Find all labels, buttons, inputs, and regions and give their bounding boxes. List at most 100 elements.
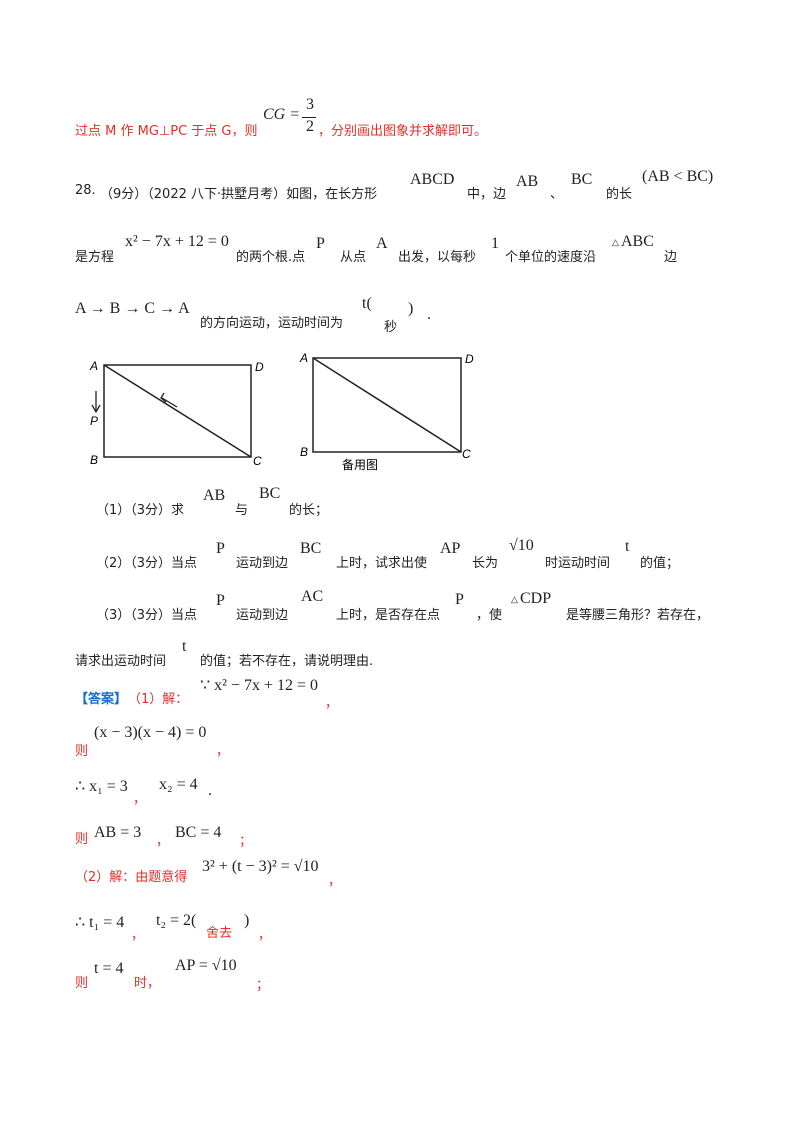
answer-semi7: ； (256, 978, 270, 993)
q2-t: t (625, 538, 630, 555)
answer-s1: （1）解： (128, 692, 189, 707)
q1-prefix: （1）（3分）求 (96, 503, 185, 518)
q1-suffix: 的长； (289, 503, 329, 518)
fig1-label-p: P (90, 414, 98, 428)
triangle-abc: ABC (621, 233, 654, 250)
answer-s2: （2）解：由题意得 (75, 870, 188, 885)
answer-comma2: ， (216, 744, 230, 759)
arrow-left-up-icon (161, 397, 178, 408)
q3-suffix: 是等腰三角形？若存在， (566, 608, 710, 623)
fig2-label-b: B (300, 445, 308, 459)
q2-mid3: 长为 (472, 556, 499, 571)
triangle-symbol: △ (612, 237, 619, 247)
answer-eq4b: BC = 4 (175, 824, 222, 841)
period: . (427, 306, 431, 323)
answer-comma6b: ， (258, 928, 272, 943)
figure-main: A D P B C (89, 359, 264, 468)
frac-num: 3 (306, 96, 314, 113)
figure-spare: A D B C 备用图 (299, 351, 474, 472)
q2-mid2: 上时，试求出使 (336, 556, 428, 571)
q3-mid2: 上时，是否存在点 (336, 608, 441, 623)
fig2-label-a: A (299, 351, 308, 365)
q1-bc: BC (259, 485, 281, 502)
rectangle-abcd-spare (312, 357, 462, 453)
point-p: P (316, 235, 325, 252)
answer-eq7b: AP = √10 (175, 957, 237, 974)
answer-semi4: ； (239, 834, 253, 849)
q3-p: P (216, 592, 225, 609)
diagonal-ac (103, 364, 252, 458)
condition: (AB < BC) (642, 168, 714, 185)
answer-ze1: 则 (75, 744, 89, 759)
fig1-label-d: D (255, 360, 264, 374)
text-direction: 的方向运动，运动时间为 (200, 316, 344, 331)
diagonal-ac-spare (312, 357, 462, 453)
speed-one: 1 (491, 235, 499, 252)
answer-eq6a: ∴ t₁ = 4 (75, 914, 125, 931)
seconds: 秒 (384, 320, 398, 335)
answer-discard: 舍去 (206, 926, 233, 941)
q3-t: t (182, 638, 187, 655)
text-equation-lead: 是方程 (75, 250, 115, 265)
triangle-symbol-q3: △ (511, 594, 518, 604)
q3-line2: 请求出运动时间 (75, 654, 167, 669)
q2-ap: AP (440, 540, 461, 557)
rect-name: ABCD (410, 171, 455, 188)
text-from: 从点 (340, 250, 367, 265)
q3-line2-tail: 的值；若不存在，请说明理由. (200, 654, 374, 669)
text-de-chang: 的长 (606, 187, 633, 202)
cg-formula: CG = (263, 106, 300, 124)
answer-comma6: ， (131, 928, 145, 943)
q1-and: 与 (235, 503, 249, 518)
q1-ab: AB (203, 487, 226, 504)
intro-line: 过点 M 作 MG⊥PC 于点 G，则 (75, 120, 257, 139)
answer-shi: 时， (134, 976, 161, 991)
rectangle-abcd (103, 364, 252, 458)
q2-prefix: （2）（3分）当点 (96, 556, 198, 571)
seg-ab: AB (516, 173, 539, 190)
q3-mid1: 运动到边 (236, 608, 289, 623)
q2-mid1: 运动到边 (236, 556, 289, 571)
cg-lhs: CG = (263, 106, 301, 123)
text-speed: 出发，以每秒 (398, 250, 477, 265)
answer-eq6c: ) (244, 912, 250, 929)
answer-comma1: ， (325, 696, 339, 711)
answer-period3: . (208, 782, 212, 799)
fig2-label-c: C (462, 447, 471, 461)
q2-suffix: 的值； (640, 556, 680, 571)
answer-eq6b: t₂ = 2( (156, 912, 197, 929)
fig1-label-c: C (253, 454, 262, 468)
q3-tri: CDP (520, 590, 552, 607)
answer-eq2: (x − 3)(x − 4) = 0 (94, 724, 207, 741)
answer-eq7a: t = 4 (94, 960, 124, 977)
answer-eq5: 3² + (t − 3)² = √10 (202, 858, 319, 875)
answer-tag: 【答案】 (75, 692, 128, 707)
fig1-label-a: A (89, 359, 98, 373)
q2-p: P (216, 540, 225, 557)
q3-mid3: ，使 (476, 608, 503, 623)
problem-meta: （9分）（2022 八下·拱墅月考）如图，在长方形 (100, 187, 378, 202)
frac-den: 2 (306, 118, 314, 135)
q2-mid4: 时运动时间 (545, 556, 611, 571)
spare-caption: 备用图 (342, 458, 378, 472)
answer-eq4a: AB = 3 (94, 824, 142, 841)
q3-ac: AC (301, 588, 324, 605)
answer-eq3b: x₂ = 4 (159, 776, 198, 793)
q2-val: √10 (509, 537, 534, 554)
text-zhong: 中，边 (467, 187, 507, 202)
text-edge: 边 (664, 250, 678, 265)
answer-comma3: ， (133, 792, 147, 807)
intro-text: 过点 M 作 MG⊥PC 于点 G，则 (75, 124, 258, 139)
q3-prefix: （3）（3分）当点 (96, 608, 198, 623)
problem-number: 28. (75, 183, 96, 198)
path: A → B → C → A (75, 300, 190, 317)
fig2-label-d: D (465, 352, 474, 366)
text-sep: 、 (550, 187, 564, 202)
intro-tail: ，分别画出图象并求解即可。 (318, 124, 488, 139)
t-close: ) (408, 300, 414, 317)
answer-comma4: ， (156, 834, 170, 849)
seg-bc: BC (571, 171, 593, 188)
frac-bar (302, 117, 316, 118)
text-roots: 的两个根.点 (236, 250, 306, 265)
answer-ze3: 则 (75, 976, 89, 991)
